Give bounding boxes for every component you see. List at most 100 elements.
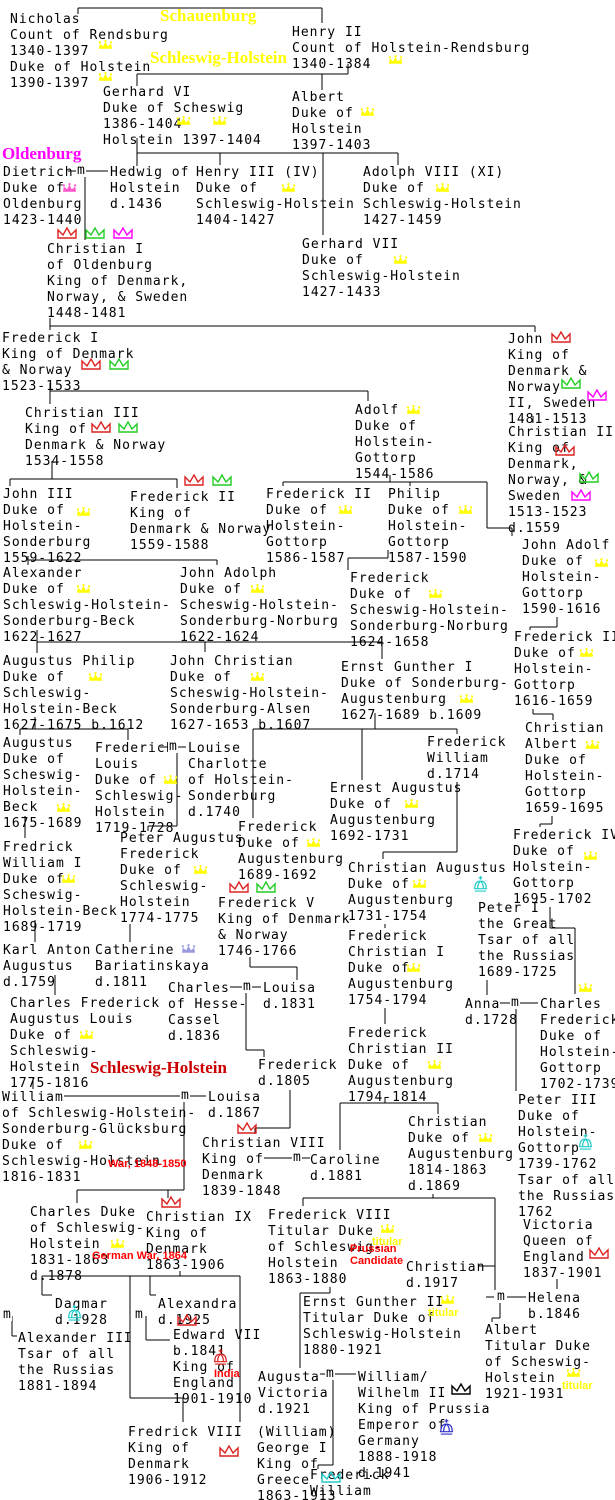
person-albert: Albert Duke of Holstein 1397-1403	[292, 90, 372, 153]
royal-crown-icon	[108, 357, 130, 370]
person-charles-duke: Charles Duke of Schleswig- Holstein 1831…	[30, 1205, 145, 1284]
ducal-crown-icon	[578, 983, 593, 993]
person-frederick-iv-gottorp: Frederick IV Duke of Holstein- Gottorp 1…	[513, 828, 615, 907]
marriage-marker: m	[292, 1150, 302, 1165]
ducal-crown-icon	[406, 963, 421, 973]
person-john-adolph-norburg: John Adolph Duke of Scheswig-Holstein- S…	[180, 566, 339, 645]
person-hedwig: Hedwig of Holstein d.1436	[110, 165, 190, 212]
person-adolf: Adolf Duke of Holstein- Gottorp 1544-158…	[355, 403, 435, 482]
person-christian-iii: Christian III King of Denmark & Norway 1…	[25, 406, 167, 469]
ducal-crown-icon	[79, 1030, 94, 1040]
ducal-crown-icon	[360, 107, 375, 117]
royal-crown-icon	[211, 473, 233, 486]
person-christian-ix: Christian IX King of Denmark 1863-1906	[146, 1210, 252, 1273]
person-louise-charlotte: Louise Charlotte of Holstein- Sonderburg…	[188, 741, 294, 820]
ducal-crown-icon	[594, 558, 609, 568]
person-louisa-william: Louisa d.1867	[208, 1090, 261, 1121]
royal-crown-icon	[236, 1121, 258, 1134]
marriage-marker: m	[242, 979, 252, 994]
royal-crown-icon	[56, 226, 78, 239]
ducal-crown-icon	[56, 803, 71, 813]
label-schauenburg: Schauenburg	[160, 6, 257, 25]
ducal-crown-icon	[193, 865, 208, 875]
ducal-crown-icon	[176, 116, 191, 126]
person-george-i: (William) George I King of Greece 1863-1…	[257, 1425, 337, 1500]
annotation-india: India	[214, 1368, 240, 1380]
royal-crown-icon	[117, 420, 139, 433]
ducal-crown-icon	[459, 694, 474, 704]
person-frederick-viii-titular: Frederick VIII Titular Duke of Schleswig…	[268, 1208, 392, 1287]
annotation-german-war-1864: German War, 1864	[92, 1250, 187, 1262]
person-helena: Helena b.1846	[528, 1291, 581, 1322]
ducal-crown-icon	[250, 584, 265, 594]
person-dagmar: Dagmar d.1928	[55, 1297, 108, 1328]
person-charles-frederick-gottorp: Charles Frederick Duke of Holstein- Gott…	[540, 997, 615, 1092]
person-frederick-augustenburg: Frederick Duke of Augustenburg 1689-1692	[238, 820, 344, 883]
ducal-crown-icon	[380, 1224, 395, 1234]
annotation-titular-1: titular	[372, 1236, 403, 1248]
person-philip: Philip Duke of Holstein- Gottorp 1587-15…	[388, 487, 468, 566]
person-ernst-gunther-i: Ernst Gunther I Duke of Sonderburg- Augu…	[341, 660, 509, 723]
ducal-crown-icon	[406, 405, 421, 415]
royal-crown-icon	[160, 1195, 182, 1208]
royal-crown-icon	[578, 470, 600, 483]
person-frederick-william-d1714: Frederick William d.1714	[427, 735, 507, 782]
person-john-king: John King of Denmark & Norway II, Sweden…	[508, 332, 597, 427]
person-peter-augustus: Peter Augustus Frederick Duke of Schlesw…	[120, 831, 244, 926]
ducal-crown-icon	[404, 799, 419, 809]
person-albert-titular: Albert Titular Duke of Scheswig- Holstei…	[485, 1323, 591, 1402]
person-gerhard-vi: Gerhard VI Duke of Scheswig 1386-1404 Ho…	[103, 85, 262, 148]
person-frederick-louis: Frederick Louis Duke of Schleswig- Holst…	[95, 741, 184, 836]
person-frederick-d1805: Frederick d.1805	[258, 1058, 338, 1089]
royal-crown-icon	[183, 473, 205, 486]
royal-crown-icon	[176, 1313, 198, 1326]
ducal-crown-icon	[250, 672, 265, 682]
label-schleswig-holstein-bottom: Schleswig-Holstein	[90, 1058, 227, 1077]
person-anna: Anna d.1728	[465, 997, 518, 1028]
imperial-crown-icon	[577, 1133, 594, 1150]
person-william-glucksburg: William of Schleswig-Holstein- Sonderbur…	[2, 1090, 197, 1185]
annotation-titular-2: titular	[428, 1307, 459, 1319]
royal-crown-icon	[112, 226, 134, 239]
royal-crown-icon	[255, 880, 277, 893]
label-oldenburg: Oldenburg	[2, 144, 82, 163]
person-christian-d1917: Christian d.1917	[406, 1260, 486, 1291]
ducal-crown-icon	[478, 1133, 493, 1143]
ducal-crown-icon	[212, 116, 227, 126]
ducal-crown-icon	[440, 1295, 455, 1305]
person-augustus-philip: Augustus Philip Duke of Schleswig- Holst…	[3, 654, 145, 733]
royal-crown-icon	[450, 1382, 472, 1395]
person-christian-augustus: Christian Augustus Duke of Augustenburg …	[348, 861, 507, 924]
imperial-crown-icon	[212, 1348, 229, 1365]
marriage-marker: m	[180, 1088, 190, 1103]
person-christian-augustenburg-1814: Christian Duke of Augustenburg 1814-1863…	[408, 1115, 514, 1194]
ducal-crown-icon	[412, 879, 427, 889]
person-john-adolf-gottorp: John Adolf Duke of Holstein- Gottorp 159…	[522, 538, 611, 617]
person-nicholas: Nicholas Count of Rendsburg 1340-1397 Du…	[10, 12, 169, 91]
person-frederick-i: Frederick I King of Denmark & Norway 152…	[2, 331, 135, 394]
person-karl-anton: Karl Anton Augustus d.1759	[3, 943, 92, 990]
person-william-ii: William/ Wilhelm II King of Prussia Empe…	[358, 1370, 491, 1481]
person-christian-ii: Christian II King of Denmark, Norway, & …	[508, 425, 614, 536]
marriage-marker: m	[134, 1307, 144, 1322]
ducal-crown-icon	[435, 183, 450, 193]
ducal-crown-icon	[98, 72, 113, 82]
person-ernest-augustus: Ernest Augustus Duke of Augustenburg 169…	[330, 781, 463, 844]
imperial-crown-icon	[438, 1418, 455, 1435]
ducal-crown-icon	[306, 838, 321, 848]
ducal-crown-icon	[393, 255, 408, 265]
ducal-crown-icon	[585, 740, 600, 750]
ducal-crown-icon	[88, 672, 103, 682]
ducal-crown-icon	[61, 874, 76, 884]
annotation-titular-3: titular	[562, 1380, 593, 1392]
person-john-iii: John III Duke of Holstein- Sonderburg 15…	[3, 487, 92, 566]
person-frederick-christian-ii: Frederick Christian II Duke of Augustenb…	[348, 1026, 454, 1105]
royal-crown-icon	[218, 1444, 240, 1457]
person-frederick-ii-king: Frederick II King of Denmark & Norway 15…	[130, 490, 272, 553]
person-augusta-victoria: Augusta Victoria d.1921	[258, 1370, 329, 1417]
person-fredrick-william-i: Fredrick William I Duke of Scheswig- Hol…	[3, 840, 118, 935]
ducal-crown-icon	[388, 55, 403, 65]
royal-crown-icon	[560, 376, 582, 389]
